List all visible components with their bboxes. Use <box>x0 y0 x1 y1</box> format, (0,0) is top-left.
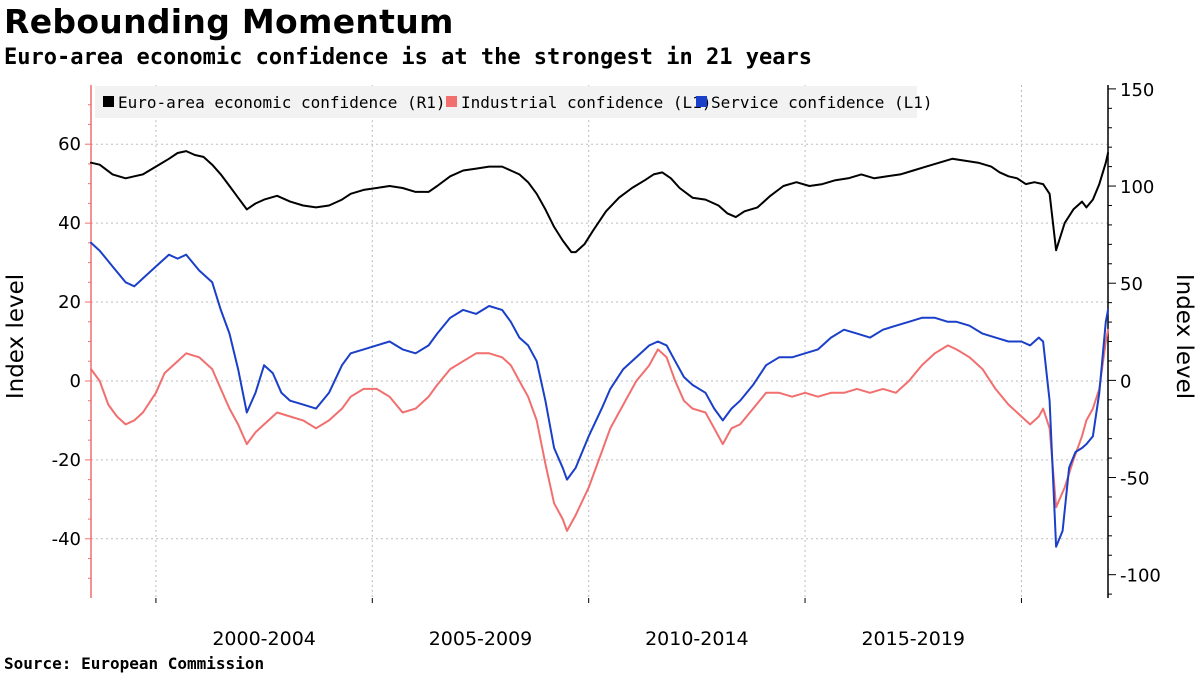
left-tick-label: 60 <box>58 134 81 155</box>
series-line-1 <box>90 150 1109 254</box>
x-tick-label: 2015-2019 <box>861 628 965 650</box>
x-tick-label: 2000-2004 <box>212 628 316 650</box>
x-tick-label: 2010-2014 <box>645 628 749 650</box>
legend-background <box>95 86 917 118</box>
legend-label: Euro-area economic confidence (R1) <box>118 93 446 112</box>
left-tick-label: -40 <box>52 529 81 550</box>
left-tick-label: 0 <box>70 371 81 392</box>
legend-swatch <box>446 96 457 107</box>
series-line-3 <box>90 241 1109 548</box>
right-tick-label: -50 <box>1120 469 1149 490</box>
x-tick-label: 2005-2009 <box>429 628 533 650</box>
legend: Euro-area economic confidence (R1) Indust… <box>95 86 933 118</box>
legend-label: Industrial confidence (L1) <box>461 93 711 112</box>
right-tick-label: -100 <box>1120 566 1161 587</box>
chart-title: Rebounding Momentum <box>4 2 454 41</box>
right-tick-label: 0 <box>1120 371 1131 392</box>
left-tick-label: 40 <box>58 213 81 234</box>
right-tick-label: 100 <box>1120 177 1154 198</box>
right-axis-label: Index level <box>1171 274 1197 399</box>
left-axis-label: Index level <box>3 274 29 399</box>
legend-swatch <box>103 96 114 107</box>
left-tick-label: -20 <box>52 450 81 471</box>
legend-label: Service confidence (L1) <box>711 93 933 112</box>
chart-subtitle: Euro-area economic confidence is at the … <box>4 45 812 70</box>
right-tick-label: 150 <box>1120 80 1154 101</box>
left-tick-label: 20 <box>58 292 81 313</box>
series-line-2 <box>90 328 1109 532</box>
legend-swatch <box>696 96 707 107</box>
right-tick-label: 50 <box>1120 274 1143 295</box>
source-note: Source: European Commission <box>4 654 265 673</box>
